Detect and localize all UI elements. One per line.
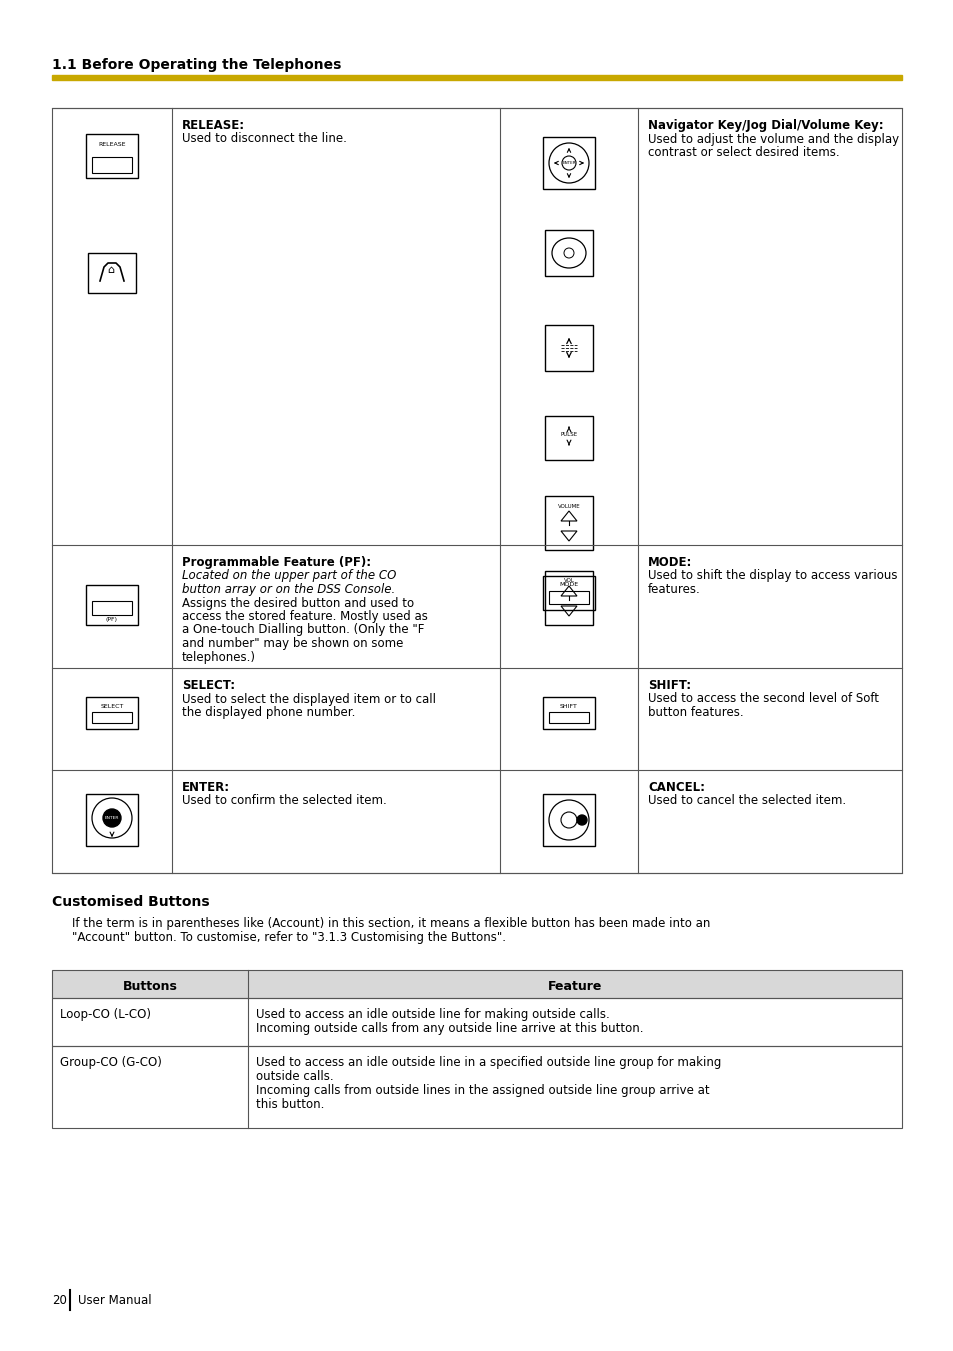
Text: outside calls.: outside calls.	[255, 1070, 334, 1084]
Bar	[52, 1046, 901, 1128]
Text: RELEASE:: RELEASE:	[182, 119, 245, 132]
Bar	[544, 326, 593, 372]
Text: ENTER:: ENTER:	[182, 781, 230, 794]
Text: and number" may be shown on some: and number" may be shown on some	[182, 638, 403, 650]
Text: Incoming outside calls from any outside line arrive at this button.: Incoming outside calls from any outside …	[255, 1021, 643, 1035]
Text: If the term is in parentheses like (Account) in this section, it means a flexibl: If the term is in parentheses like (Acco…	[71, 917, 710, 929]
Bar	[542, 136, 595, 189]
Bar	[548, 712, 588, 723]
Bar	[544, 230, 593, 276]
Text: Used to access an idle outside line in a specified outside line group for making: Used to access an idle outside line in a…	[255, 1056, 720, 1069]
Text: RELEASE: RELEASE	[98, 142, 126, 146]
Bar	[52, 108, 901, 873]
Text: "Account" button. To customise, refer to "3.1.3 Customising the Buttons".: "Account" button. To customise, refer to…	[71, 931, 505, 944]
Bar	[86, 697, 138, 730]
Text: 20: 20	[52, 1293, 67, 1306]
Text: User Manual: User Manual	[78, 1293, 152, 1306]
Text: 1.1 Before Operating the Telephones: 1.1 Before Operating the Telephones	[52, 58, 341, 72]
Text: Buttons: Buttons	[122, 979, 177, 993]
Text: Used to access an idle outside line for making outside calls.: Used to access an idle outside line for …	[255, 1008, 609, 1021]
Text: Group-CO (G-CO): Group-CO (G-CO)	[60, 1056, 162, 1069]
Text: VOLUME: VOLUME	[558, 504, 579, 508]
Text: SELECT: SELECT	[100, 704, 124, 708]
Text: button array or on the DSS Console.: button array or on the DSS Console.	[182, 584, 395, 596]
Bar	[91, 601, 132, 615]
Text: SHIFT: SHIFT	[559, 704, 578, 708]
Text: CANCEL:: CANCEL:	[647, 781, 704, 794]
Bar	[86, 134, 138, 178]
Text: PULSE: PULSE	[559, 431, 577, 436]
Text: SHIFT:: SHIFT:	[647, 680, 690, 692]
Bar	[544, 416, 593, 459]
Text: Programmable Feature (PF):: Programmable Feature (PF):	[182, 557, 371, 569]
Text: Used to select the displayed item or to call: Used to select the displayed item or to …	[182, 693, 436, 705]
Text: Used to cancel the selected item.: Used to cancel the selected item.	[647, 794, 845, 808]
Bar	[52, 76, 901, 80]
Text: button features.: button features.	[647, 707, 742, 719]
Text: Used to disconnect the line.: Used to disconnect the line.	[182, 132, 347, 146]
Text: Navigator Key/Jog Dial/Volume Key:: Navigator Key/Jog Dial/Volume Key:	[647, 119, 882, 132]
Text: Assigns the desired button and used to: Assigns the desired button and used to	[182, 597, 414, 609]
Bar	[86, 585, 138, 626]
Bar	[544, 571, 593, 626]
Circle shape	[577, 815, 586, 825]
Text: a One-touch Dialling button. (Only the "F: a One-touch Dialling button. (Only the "…	[182, 624, 424, 636]
Text: Located on the upper part of the CO: Located on the upper part of the CO	[182, 570, 395, 582]
Text: Used to adjust the volume and the display: Used to adjust the volume and the displa…	[647, 132, 898, 146]
Text: contrast or select desired items.: contrast or select desired items.	[647, 146, 839, 159]
Text: Used to confirm the selected item.: Used to confirm the selected item.	[182, 794, 386, 808]
Text: Incoming calls from outside lines in the assigned outside line group arrive at: Incoming calls from outside lines in the…	[255, 1084, 709, 1097]
Text: SELECT:: SELECT:	[182, 680, 234, 692]
Text: Used to shift the display to access various: Used to shift the display to access vari…	[647, 570, 897, 582]
Text: Feature: Feature	[547, 979, 601, 993]
Bar	[544, 496, 593, 550]
Text: telephones.): telephones.)	[182, 650, 255, 663]
Bar	[88, 253, 136, 293]
Text: ⌂: ⌂	[108, 265, 114, 276]
Bar	[548, 590, 588, 604]
Bar	[542, 697, 595, 730]
Text: (PF): (PF)	[106, 616, 118, 621]
Text: Used to access the second level of Soft: Used to access the second level of Soft	[647, 693, 878, 705]
Bar	[542, 794, 595, 846]
Text: VOL: VOL	[563, 578, 574, 584]
Text: MODE:: MODE:	[647, 557, 692, 569]
Bar	[86, 794, 138, 846]
Text: features.: features.	[647, 584, 700, 596]
Bar	[52, 998, 901, 1046]
Bar	[91, 157, 132, 173]
Text: ENTER: ENTER	[105, 816, 119, 820]
Bar	[52, 970, 901, 998]
Circle shape	[103, 809, 121, 827]
Text: access the stored feature. Mostly used as: access the stored feature. Mostly used a…	[182, 611, 428, 623]
Text: Loop-CO (L-CO): Loop-CO (L-CO)	[60, 1008, 151, 1021]
Text: MODE: MODE	[558, 582, 578, 588]
Text: the displayed phone number.: the displayed phone number.	[182, 707, 355, 719]
Bar	[542, 576, 595, 611]
Bar	[91, 712, 132, 723]
Text: ENTER: ENTER	[561, 161, 576, 165]
Text: this button.: this button.	[255, 1098, 324, 1111]
Text: Customised Buttons: Customised Buttons	[52, 894, 210, 909]
